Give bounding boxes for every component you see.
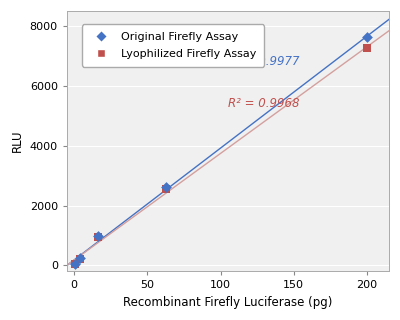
Y-axis label: RLU: RLU	[11, 130, 24, 152]
Legend: Original Firefly Assay, Lyophilized Firefly Assay: Original Firefly Assay, Lyophilized Fire…	[82, 24, 264, 67]
Point	[364, 46, 370, 51]
Point	[94, 234, 101, 239]
Point	[77, 257, 83, 262]
Text: R² = 0.9977: R² = 0.9977	[228, 55, 299, 68]
Text: R² = 0.9968: R² = 0.9968	[228, 97, 299, 110]
Point	[163, 184, 170, 189]
Point	[72, 261, 78, 266]
Point	[72, 262, 78, 267]
Point	[94, 234, 101, 239]
Point	[77, 256, 83, 261]
Point	[163, 186, 170, 191]
Point	[364, 35, 370, 40]
X-axis label: Recombinant Firefly Luciferase (pg): Recombinant Firefly Luciferase (pg)	[123, 296, 332, 309]
